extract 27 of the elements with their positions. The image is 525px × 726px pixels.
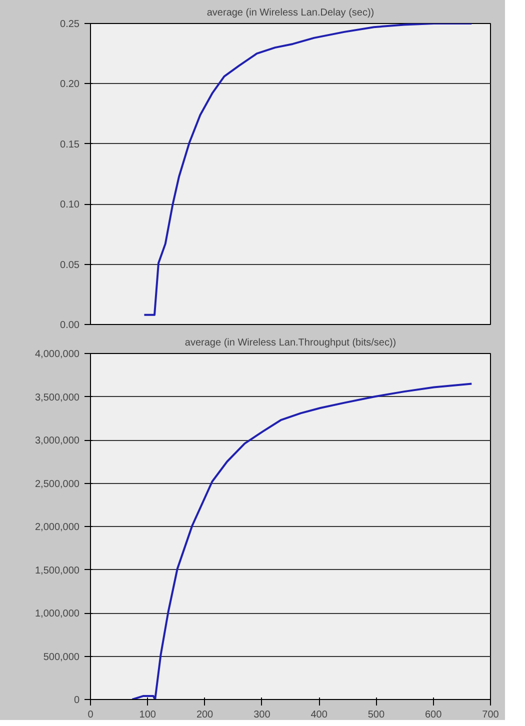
chart-title: average (in Wireless Lan.Throughput (bits/sec)) <box>184 338 396 348</box>
line-series <box>143 24 473 316</box>
y-tick-label: 4,000,000 <box>35 349 80 360</box>
x-tick-label: 300 <box>254 710 271 720</box>
y-tick-label: 0 <box>74 695 80 706</box>
y-tick-label: 0.00 <box>60 320 80 331</box>
x-tick-label: 0 <box>88 710 94 720</box>
y-tick-label: 1,000,000 <box>35 608 80 620</box>
y-tick-label: 0.15 <box>60 139 80 150</box>
y-tick-label: 0.10 <box>60 200 80 211</box>
y-tick-label: 2,000,000 <box>35 522 80 533</box>
x-tick-label: 200 <box>196 710 214 720</box>
y-tick-label: 0.20 <box>60 79 80 90</box>
x-tick-label: 500 <box>368 710 385 720</box>
line-series <box>131 382 473 700</box>
y-tick-label: 1,500,000 <box>35 565 80 576</box>
y-tick-label: 3,000,000 <box>35 436 80 446</box>
y-tick-label: 2,500,000 <box>35 478 80 490</box>
x-tick-label: 100 <box>139 710 156 720</box>
y-tick-label: 0.05 <box>60 260 80 271</box>
y-tick-label: 3,500,000 <box>35 392 80 404</box>
x-tick-label: 400 <box>310 710 328 720</box>
y-tick-label: 0.25 <box>60 19 80 30</box>
x-tick-label: 700 <box>482 710 500 720</box>
y-tick-label: 500,000 <box>43 652 80 663</box>
x-tick-label: 600 <box>425 710 442 720</box>
chart-title: average (in Wireless Lan.Delay (sec)) <box>206 8 374 18</box>
